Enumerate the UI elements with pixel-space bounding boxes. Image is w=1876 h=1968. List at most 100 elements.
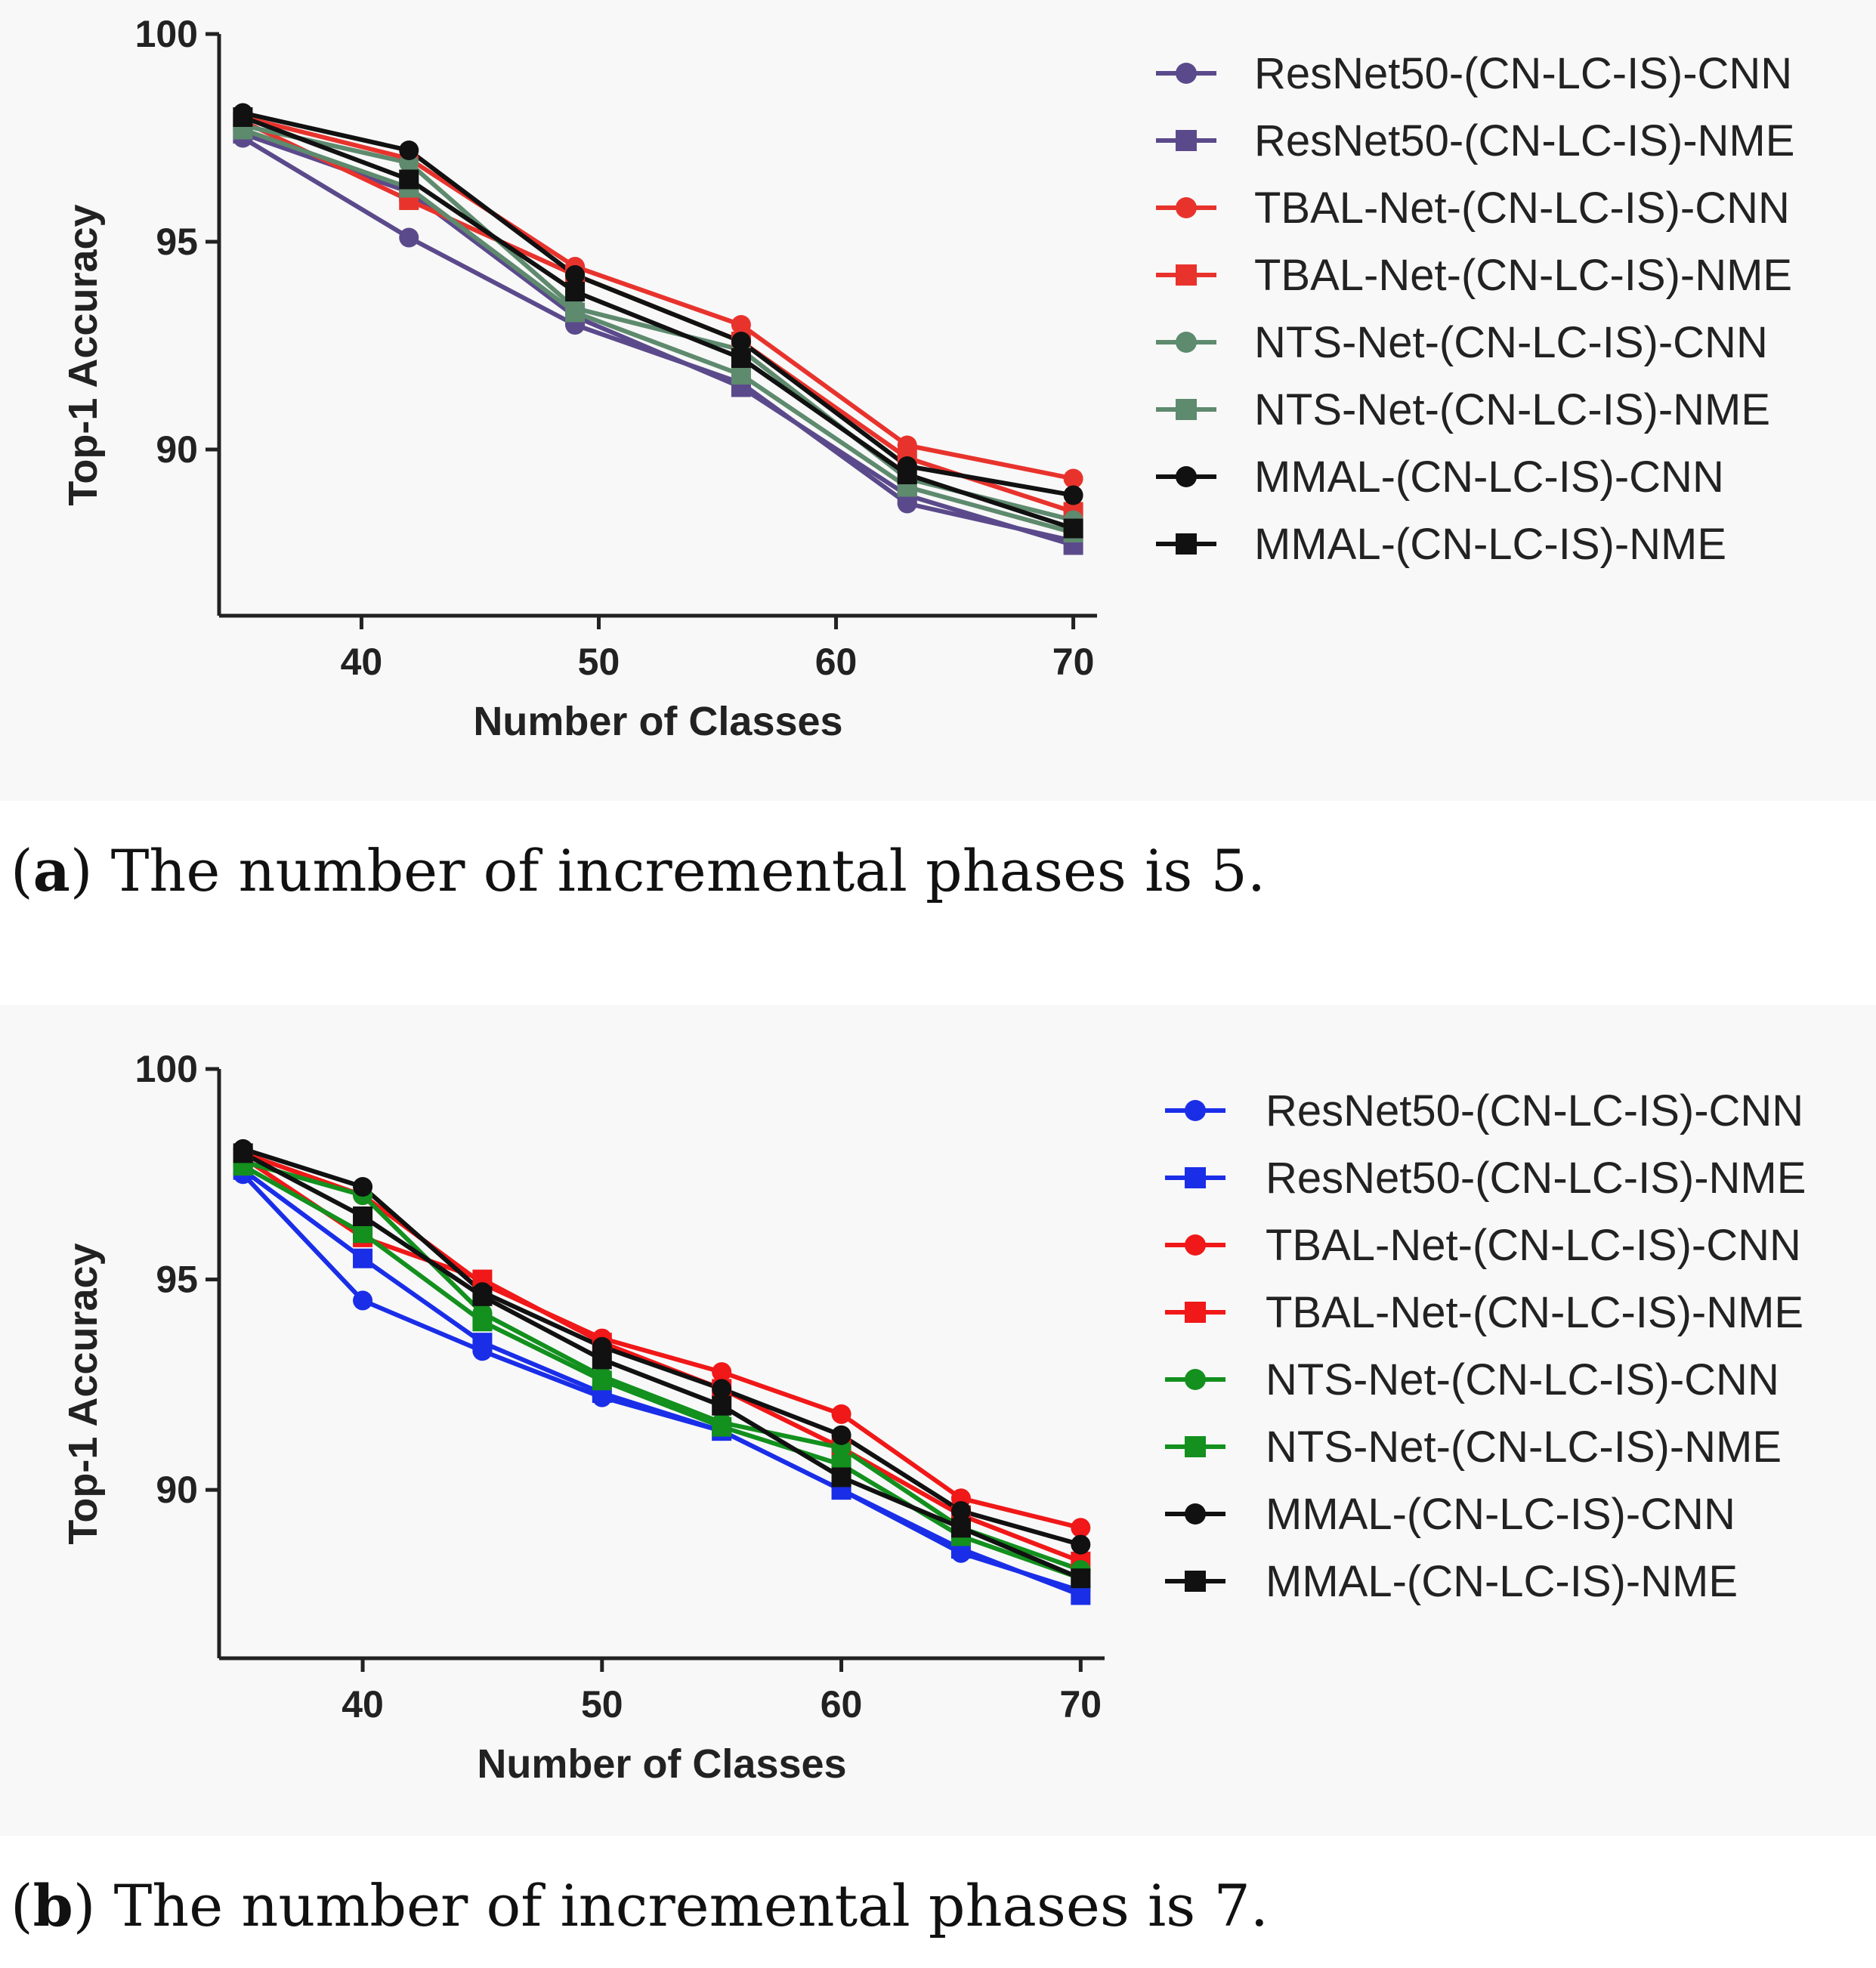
legend-marker [1185,1571,1206,1592]
x-axis-title: Number of Classes [477,1741,846,1787]
data-point [731,365,751,385]
legend-marker [1185,1302,1206,1323]
legend-marker [1185,1167,1206,1188]
x-tick-label: 70 [1060,1683,1102,1725]
data-point [472,1333,493,1353]
data-point [1071,1568,1091,1589]
data-point [831,1467,851,1488]
data-point [565,282,586,301]
series-line [242,1159,1082,1572]
data-point [712,1395,732,1416]
data-point [592,1349,612,1370]
data-point [1071,1518,1091,1538]
data-point [712,1362,732,1383]
data-point [399,169,419,190]
data-point [712,1379,732,1399]
x-axis-title: Number of Classes [473,699,842,744]
data-point [592,1370,612,1391]
legend-label: TBAL-Net-(CN-LC-IS)-CNN [1254,184,1790,233]
legend-label: NTS-Net-(CN-LC-IS)-CNN [1266,1355,1779,1404]
legend-label: ResNet50-(CN-LC-IS)-CNN [1254,49,1792,98]
series-line [242,1163,1082,1580]
data-point [353,1290,373,1311]
legend-label: ResNet50-(CN-LC-IS)-NME [1266,1154,1806,1203]
data-point [712,1417,732,1437]
data-point [950,1501,971,1521]
data-point [1063,468,1083,489]
panel-b-background [0,1005,1876,1836]
y-tick-label: 95 [156,221,198,263]
legend-marker [1176,63,1197,84]
series-line [242,131,1074,548]
data-point [472,1286,493,1306]
caption-b-text: The number of incremental phases is 7. [95,1872,1269,1939]
data-point [353,1177,373,1197]
legend-marker [1185,1234,1206,1256]
data-point [399,141,419,160]
data-point [731,315,751,335]
legend-label: MMAL-(CN-LC-IS)-CNN [1266,1490,1735,1539]
legend-label: TBAL-Net-(CN-LC-IS)-NME [1254,251,1792,300]
y-tick-label: 90 [156,428,198,471]
series-line [242,127,1074,535]
data-point [731,348,751,368]
data-point [353,1206,373,1226]
data-point [1071,1534,1091,1555]
legend-label: ResNet50-(CN-LC-IS)-CNN [1266,1086,1803,1135]
series-line [242,1151,1082,1531]
legend-marker [1176,130,1197,151]
y-tick-label: 90 [156,1469,198,1511]
series-line [241,135,1074,543]
series-line [242,1151,1082,1580]
caption-a-text: The number of incremental phases is 5. [92,837,1266,904]
x-tick-label: 60 [821,1683,863,1725]
chart-a: 90 95 100 40 50 60 70 Number of Classes Top-1 Ac… [60,13,1794,744]
data-point [731,332,751,351]
data-point [353,1223,373,1244]
chart-b: 90 95 100 40 50 60 70 Number of Classes Top-1 Ac… [60,1048,1806,1787]
legend-marker [1176,332,1197,353]
legend-label: TBAL-Net-(CN-LC-IS)-NME [1266,1288,1803,1337]
data-point [565,265,586,285]
legend-marker [1185,1503,1206,1525]
series-line [242,115,1074,481]
legend-marker [1176,399,1197,420]
data-point [1071,1585,1091,1605]
data-point [233,107,253,127]
data-point [1063,518,1083,539]
legend-marker [1176,533,1197,555]
data-point [897,465,917,484]
x-tick-label: 50 [581,1683,623,1725]
data-point [233,1143,253,1163]
series-line [242,1146,1082,1547]
caption-b: (b) The number of incremental phases is … [11,1872,1269,1939]
legend-label: TBAL-Net-(CN-LC-IS)-CNN [1266,1221,1801,1270]
y-axis-title: Top-1 Accuracy [60,204,106,505]
series-line [241,1168,1082,1598]
legend-label: NTS-Net-(CN-LC-IS)-NME [1254,385,1770,434]
x-tick-label: 40 [342,1683,384,1725]
data-point [399,227,419,248]
legend-label: MMAL-(CN-LC-IS)-CNN [1254,453,1724,502]
x-tick-label: 50 [578,641,620,683]
legend-label: MMAL-(CN-LC-IS)-NME [1254,520,1726,569]
y-tick-label: 100 [135,13,198,55]
x-tick-label: 60 [815,641,858,683]
legend-marker [1185,1100,1206,1121]
data-point [472,1311,493,1332]
caption-a-letter: a [32,837,70,904]
x-tick-label: 70 [1052,641,1095,683]
data-point [1063,485,1083,505]
legend-label: ResNet50-(CN-LC-IS)-NME [1254,116,1794,165]
caption-b-letter: b [32,1872,73,1939]
data-point [831,1425,851,1445]
data-point [565,302,586,323]
data-point [950,1518,971,1538]
legend-marker [1176,466,1197,487]
caption-a: (a) The number of incremental phases is … [11,837,1266,904]
y-axis-title: Top-1 Accuracy [60,1243,106,1544]
y-tick-label: 95 [156,1259,198,1301]
legend-marker [1176,197,1197,218]
series-line [242,115,1074,531]
legend-label: MMAL-(CN-LC-IS)-NME [1266,1557,1738,1606]
